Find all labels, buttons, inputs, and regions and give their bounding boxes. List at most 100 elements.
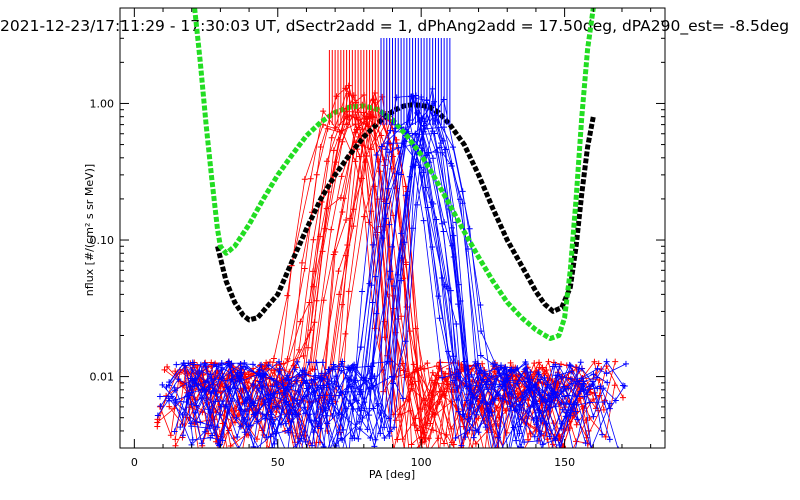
red-sweep-point [358, 175, 365, 182]
blue-sweep-point [483, 381, 490, 388]
red-sweep-point [243, 457, 249, 463]
red-sweep-point [161, 366, 168, 373]
blue-sweep-point [622, 360, 629, 367]
blue-sweep-point [522, 365, 529, 372]
red-sweep-point [503, 429, 510, 436]
blue-sweep-point [561, 393, 568, 400]
red-sweep-point [340, 195, 347, 202]
blue-sweep-point [538, 430, 545, 437]
blue-sweep-point [345, 364, 352, 371]
blue-sweep-point [173, 361, 180, 368]
red-sweep-point [543, 367, 550, 374]
blue-sweep-point [508, 367, 515, 374]
blue-sweep-point [574, 416, 581, 423]
red-sweep-point [268, 446, 270, 448]
blue-sweep-point [324, 376, 331, 383]
blue-sweep-point [315, 420, 322, 427]
red-sweep-point [398, 313, 405, 320]
blue-sweep-point [617, 446, 619, 448]
blue-sweep-point [436, 144, 443, 151]
blue-sweep-point [324, 449, 330, 455]
blue-sweep-point [276, 404, 283, 411]
blue-sweep-point [384, 185, 391, 192]
blue-sweep-line [189, 124, 577, 448]
red-sweep-point [458, 456, 464, 462]
red-sweep-point [177, 368, 184, 375]
blue-sweep-point [566, 361, 573, 368]
blue-sweep-point [225, 384, 232, 391]
blue-sweep-point [536, 376, 543, 383]
blue-sweep-point [373, 151, 380, 158]
y-tick-label: 0.01 [90, 371, 115, 384]
blue-sweep-point [275, 358, 282, 365]
blue-sweep-point [581, 381, 588, 388]
blue-sweep-line [168, 88, 611, 448]
red-sweep-point [337, 194, 344, 201]
blue-sweep-point [383, 215, 390, 222]
blue-sweep-point [267, 399, 274, 406]
blue-sweep-point [533, 385, 540, 392]
blue-sweep-point [190, 361, 197, 368]
blue-sweep-point [189, 436, 196, 443]
red-sweep-point [280, 360, 287, 367]
red-sweep-point [536, 364, 543, 371]
blue-sweep-point [422, 184, 429, 191]
blue-sweep-point [498, 362, 505, 369]
red-sweep-point [335, 268, 342, 275]
blue-sweep-point [198, 440, 205, 447]
red-sweep-point [590, 396, 597, 403]
blue-sweep-point [256, 366, 263, 373]
blue-sweep-point [373, 310, 380, 317]
red-sweep-point [342, 330, 349, 337]
blue-sweep-point [241, 429, 248, 436]
blue-sweep-point [491, 376, 498, 383]
blue-sweep-point [529, 402, 536, 409]
red-sweep-point [455, 360, 462, 367]
blue-sweep-point [594, 365, 601, 372]
blue-sweep-point [324, 454, 330, 460]
red-sweep-point [419, 439, 426, 446]
blue-sweep-point [463, 383, 470, 390]
blue-sweep-point [335, 383, 342, 390]
blue-sweep-point [488, 409, 495, 416]
red-sweep-point [401, 445, 408, 448]
red-sweep-point [338, 173, 345, 180]
blue-sweep-point [489, 361, 496, 368]
blue-sweep-point [534, 438, 541, 445]
blue-sweep-point [293, 377, 300, 384]
blue-sweep-point [318, 386, 325, 393]
blue-sweep-point [201, 360, 208, 367]
red-sweep-point [472, 440, 479, 447]
blue-sweep-point [370, 405, 377, 412]
blue-sweep-point [329, 413, 336, 420]
blue-sweep-point [506, 453, 512, 459]
red-sweep-point [310, 236, 317, 243]
red-sweep-point [447, 448, 453, 454]
blue-sweep-point [603, 370, 610, 377]
blue-sweep-point [563, 409, 570, 416]
blue-sweep-point [453, 320, 460, 327]
blue-sweep-point [466, 426, 473, 433]
red-sweep-point [332, 249, 339, 256]
blue-sweep-point [276, 365, 283, 372]
x-tick-label: 50 [271, 456, 285, 469]
x-axis-ticks: 0 50 100 150 [131, 8, 652, 469]
blue-sweep-point [215, 363, 222, 370]
blue-sweep-point [588, 445, 595, 448]
blue-sweep-point [386, 221, 393, 228]
blue-sweep-point [494, 452, 500, 458]
blue-sweep-point [600, 385, 607, 392]
red-sweep-point [498, 456, 504, 462]
blue-sweep-point [546, 433, 553, 440]
blue-sweep-point [531, 433, 538, 440]
blue-sweep-point [604, 379, 611, 386]
blue-sweep-point [572, 408, 579, 415]
blue-sweep-point [467, 387, 474, 394]
red-sweep-point [411, 422, 418, 429]
blue-sweep-point [355, 435, 362, 442]
blue-sweep-point [449, 242, 456, 249]
blue-sweep-point [543, 420, 550, 427]
red-sweep-point [436, 449, 442, 455]
blue-sweep-point [537, 418, 544, 425]
red-sweep-point [393, 446, 395, 448]
